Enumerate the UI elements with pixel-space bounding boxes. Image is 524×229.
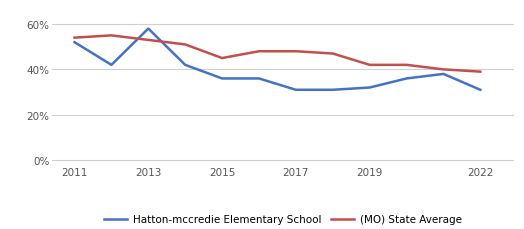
(MO) State Average xyxy=(71,37,78,40)
Hatton-mccredie Elementary School xyxy=(477,89,484,92)
Hatton-mccredie Elementary School xyxy=(403,78,410,80)
Hatton-mccredie Elementary School xyxy=(145,28,151,31)
Hatton-mccredie Elementary School xyxy=(256,78,262,80)
Line: Hatton-mccredie Elementary School: Hatton-mccredie Elementary School xyxy=(74,30,481,90)
Hatton-mccredie Elementary School xyxy=(71,42,78,44)
(MO) State Average xyxy=(403,64,410,67)
(MO) State Average xyxy=(256,51,262,53)
Hatton-mccredie Elementary School xyxy=(293,89,299,92)
(MO) State Average xyxy=(182,44,188,47)
(MO) State Average xyxy=(108,35,115,38)
(MO) State Average xyxy=(293,51,299,53)
Legend: Hatton-mccredie Elementary School, (MO) State Average: Hatton-mccredie Elementary School, (MO) … xyxy=(104,214,462,224)
Hatton-mccredie Elementary School xyxy=(440,73,446,76)
(MO) State Average xyxy=(145,39,151,42)
(MO) State Average xyxy=(440,69,446,71)
(MO) State Average xyxy=(219,57,225,60)
(MO) State Average xyxy=(330,53,336,56)
Hatton-mccredie Elementary School xyxy=(182,64,188,67)
(MO) State Average xyxy=(366,64,373,67)
(MO) State Average xyxy=(477,71,484,74)
Hatton-mccredie Elementary School xyxy=(219,78,225,80)
Line: (MO) State Average: (MO) State Average xyxy=(74,36,481,72)
Hatton-mccredie Elementary School xyxy=(330,89,336,92)
Hatton-mccredie Elementary School xyxy=(366,87,373,90)
Hatton-mccredie Elementary School xyxy=(108,64,115,67)
